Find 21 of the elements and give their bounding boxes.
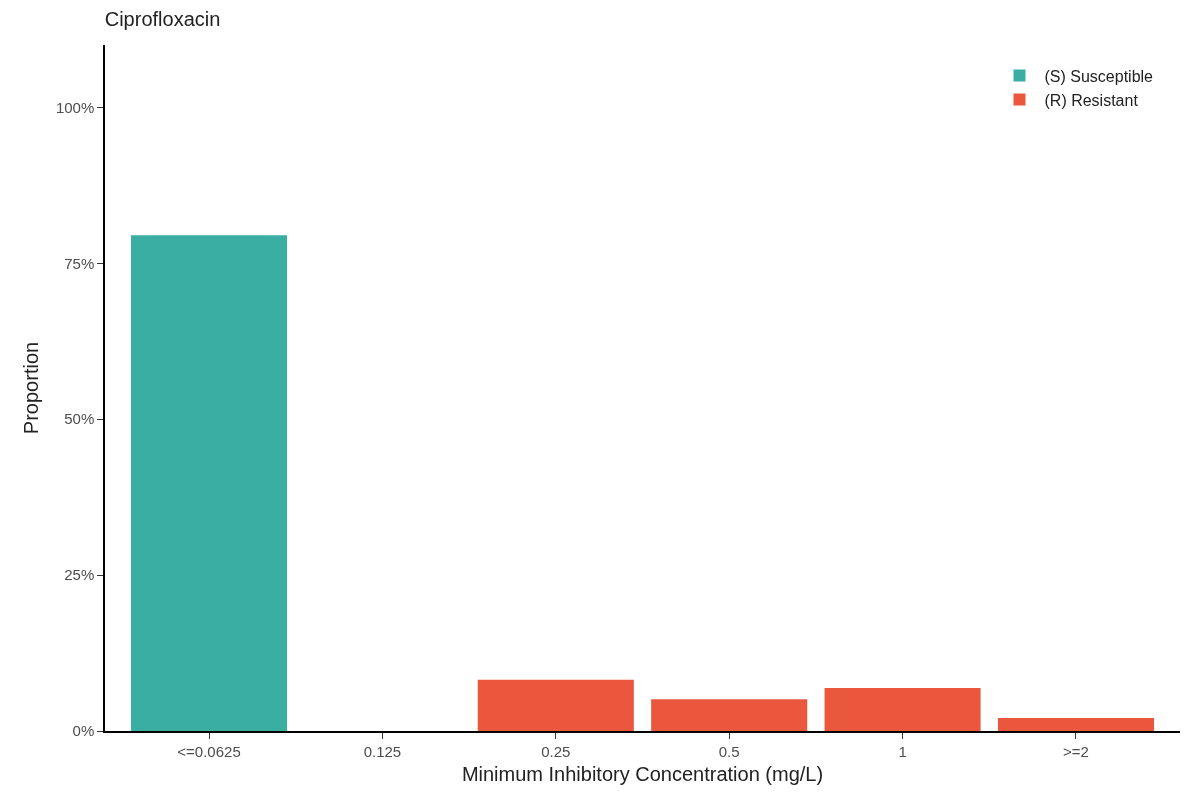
bar — [131, 235, 288, 731]
x-tick-label: >=2 — [1063, 742, 1089, 760]
bar — [824, 687, 981, 731]
x-axis-title: Minimum Inhibitory Concentration (mg/L) — [461, 762, 824, 785]
bar — [997, 717, 1154, 731]
x-tick-label: <=0.0625 — [177, 742, 241, 760]
x-tick-label: 0.25 — [541, 742, 571, 760]
legend-label: (S) Susceptible — [1044, 67, 1154, 85]
x-tick-label: 0.5 — [718, 742, 740, 760]
bar — [477, 679, 634, 731]
x-tick-label: 1 — [898, 742, 907, 760]
y-tick-label: 50% — [64, 410, 95, 428]
legend-label: (R) Resistant — [1044, 91, 1139, 109]
y-tick-label: 25% — [64, 566, 95, 584]
chart-title: Ciprofloxacin — [104, 8, 221, 31]
y-tick-label: 75% — [64, 254, 95, 272]
y-axis-title: Proportion — [19, 341, 42, 435]
y-tick-label: 0% — [72, 722, 95, 740]
bar — [651, 699, 808, 731]
y-tick-label: 100% — [55, 98, 95, 116]
x-tick-label: 0.125 — [363, 742, 402, 760]
